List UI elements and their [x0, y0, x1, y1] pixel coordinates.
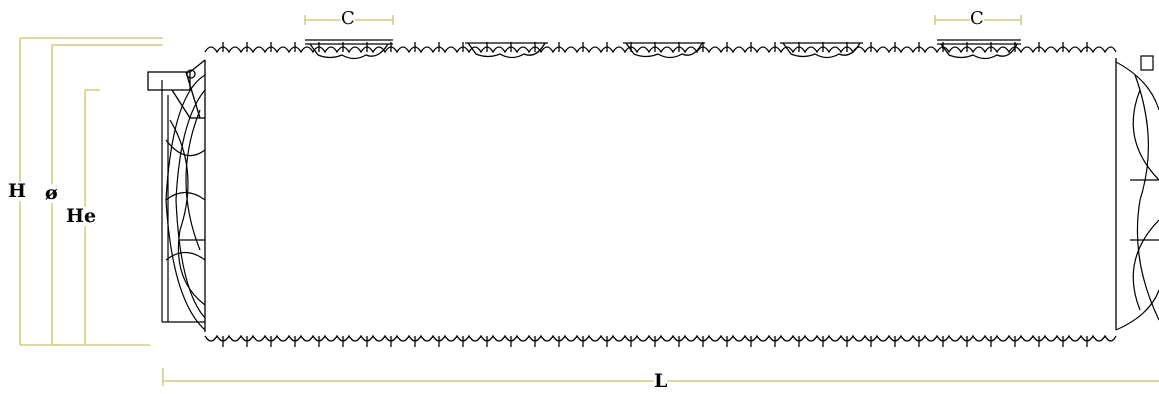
manhole-middle-2 [623, 42, 705, 59]
manhole-right-label: C [970, 8, 984, 29]
manhole-left [305, 39, 393, 60]
outlet-vent [1140, 55, 1154, 71]
tank-top-ribs [222, 42, 1088, 52]
right-end-cap [1115, 55, 1159, 331]
effective-height-label: He [66, 205, 97, 227]
tank-bottom-ribs [222, 336, 1088, 347]
manhole-middle-3 [780, 42, 863, 59]
manhole-middle-1 [465, 42, 548, 59]
tank-bottom-corrugated-edge [204, 334, 1117, 342]
inlet-pipe [147, 59, 206, 119]
manhole-left-label: C [341, 8, 355, 29]
tank-top-corrugated-edge [204, 46, 1117, 54]
diameter-label: ø [45, 182, 58, 204]
left-end-cap [161, 74, 206, 331]
length-label: L [654, 370, 668, 392]
tank-body [204, 39, 1117, 347]
manhole-right [937, 39, 1021, 60]
height-label: H [8, 180, 26, 202]
